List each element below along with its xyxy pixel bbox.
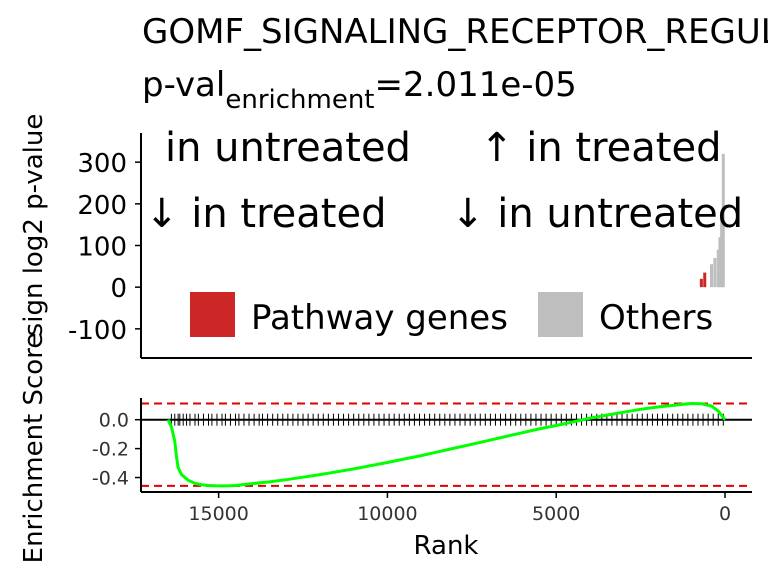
chart-subtitle: p-valenrichment=2.011e-05	[142, 65, 577, 115]
bottom-y-tick-label: -0.4	[92, 468, 129, 490]
bottom-y-tick-label: 0.0	[99, 410, 129, 432]
quadrant-label-bottom-right: ↓ in untreated	[451, 191, 743, 237]
legend-swatch-pathway	[190, 292, 235, 337]
subtitle-prefix: p-val	[142, 65, 225, 105]
bar	[699, 278, 703, 288]
enrichment-curve	[166, 401, 727, 488]
bar	[703, 272, 707, 288]
bottom-x-ticks: 15000 10000 5000 0	[188, 492, 731, 525]
legend-swatch-others	[538, 292, 583, 337]
bar	[709, 264, 713, 288]
legend-label-pathway: Pathway genes	[251, 298, 508, 338]
legend: Pathway genes Others	[190, 292, 713, 338]
bottom-y-tick-label: -0.2	[92, 439, 129, 461]
x-tick-label: 0	[719, 503, 731, 525]
top-y-tick-label: 300	[77, 149, 127, 179]
bottom-y-axis-title: Enrichment Score	[19, 333, 49, 564]
bar	[721, 153, 725, 288]
top-y-tick-label: 100	[77, 233, 127, 263]
top-panel: 300 200 100 0 -100 in untreated ↑ in treated…	[68, 125, 752, 359]
bottom-panel: 0.0 -0.2 -0.4 15000 10000 5000 0 Rank	[92, 398, 752, 561]
top-y-tick-label: 200	[77, 191, 127, 221]
quadrant-label-bottom-left: ↓ in treated	[145, 191, 386, 237]
bottom-reference-lines	[141, 402, 752, 487]
x-axis-title: Rank	[414, 531, 479, 561]
top-bars	[699, 153, 725, 288]
x-tick-label: 10000	[357, 503, 417, 525]
top-y-tick-label: 0	[110, 274, 127, 304]
quadrant-label-top-right: ↑ in treated	[480, 125, 721, 171]
x-tick-label: 15000	[188, 503, 248, 525]
subtitle-subscript: enrichment	[225, 85, 374, 115]
x-tick-label: 5000	[532, 503, 580, 525]
legend-label-others: Others	[599, 298, 713, 338]
top-y-axis-title: sign log2 p-value	[19, 114, 49, 337]
top-y-tick-label: -100	[68, 316, 127, 346]
bottom-y-ticks: 0.0 -0.2 -0.4	[92, 410, 141, 490]
bar	[720, 212, 724, 288]
bar	[716, 249, 720, 288]
quadrant-label-top-left: in untreated	[165, 125, 411, 171]
subtitle-value: =2.011e-05	[375, 65, 577, 105]
bar	[718, 237, 722, 288]
bar	[713, 258, 717, 288]
chart-title: GOMF_SIGNALING_RECEPTOR_REGULATOR_ACTIVI…	[142, 12, 768, 52]
top-y-ticks: 300 200 100 0 -100	[68, 149, 141, 346]
